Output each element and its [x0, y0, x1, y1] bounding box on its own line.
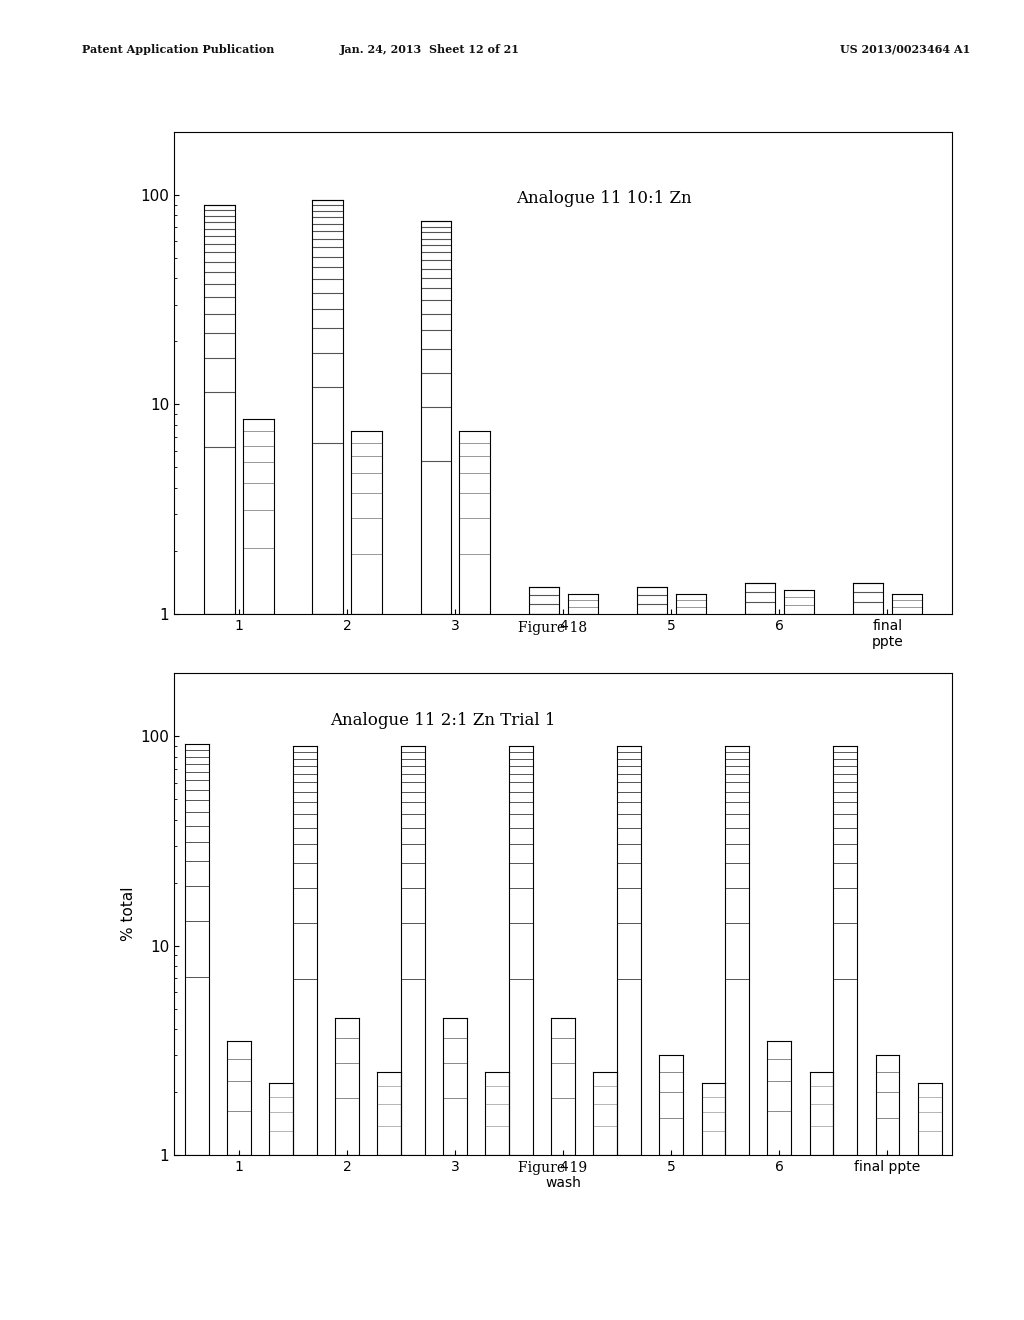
- Text: Analogue 11 2:1 Zn Trial 1: Analogue 11 2:1 Zn Trial 1: [330, 711, 555, 729]
- Text: Figure 19: Figure 19: [518, 1162, 588, 1175]
- Text: Jan. 24, 2013  Sheet 12 of 21: Jan. 24, 2013 Sheet 12 of 21: [340, 44, 520, 54]
- Text: Figure 18: Figure 18: [518, 622, 588, 635]
- Y-axis label: % total: % total: [121, 887, 136, 941]
- Text: US 2013/0023464 A1: US 2013/0023464 A1: [840, 44, 970, 54]
- Text: Analogue 11 10:1 Zn: Analogue 11 10:1 Zn: [516, 190, 692, 207]
- Text: Patent Application Publication: Patent Application Publication: [82, 44, 274, 54]
